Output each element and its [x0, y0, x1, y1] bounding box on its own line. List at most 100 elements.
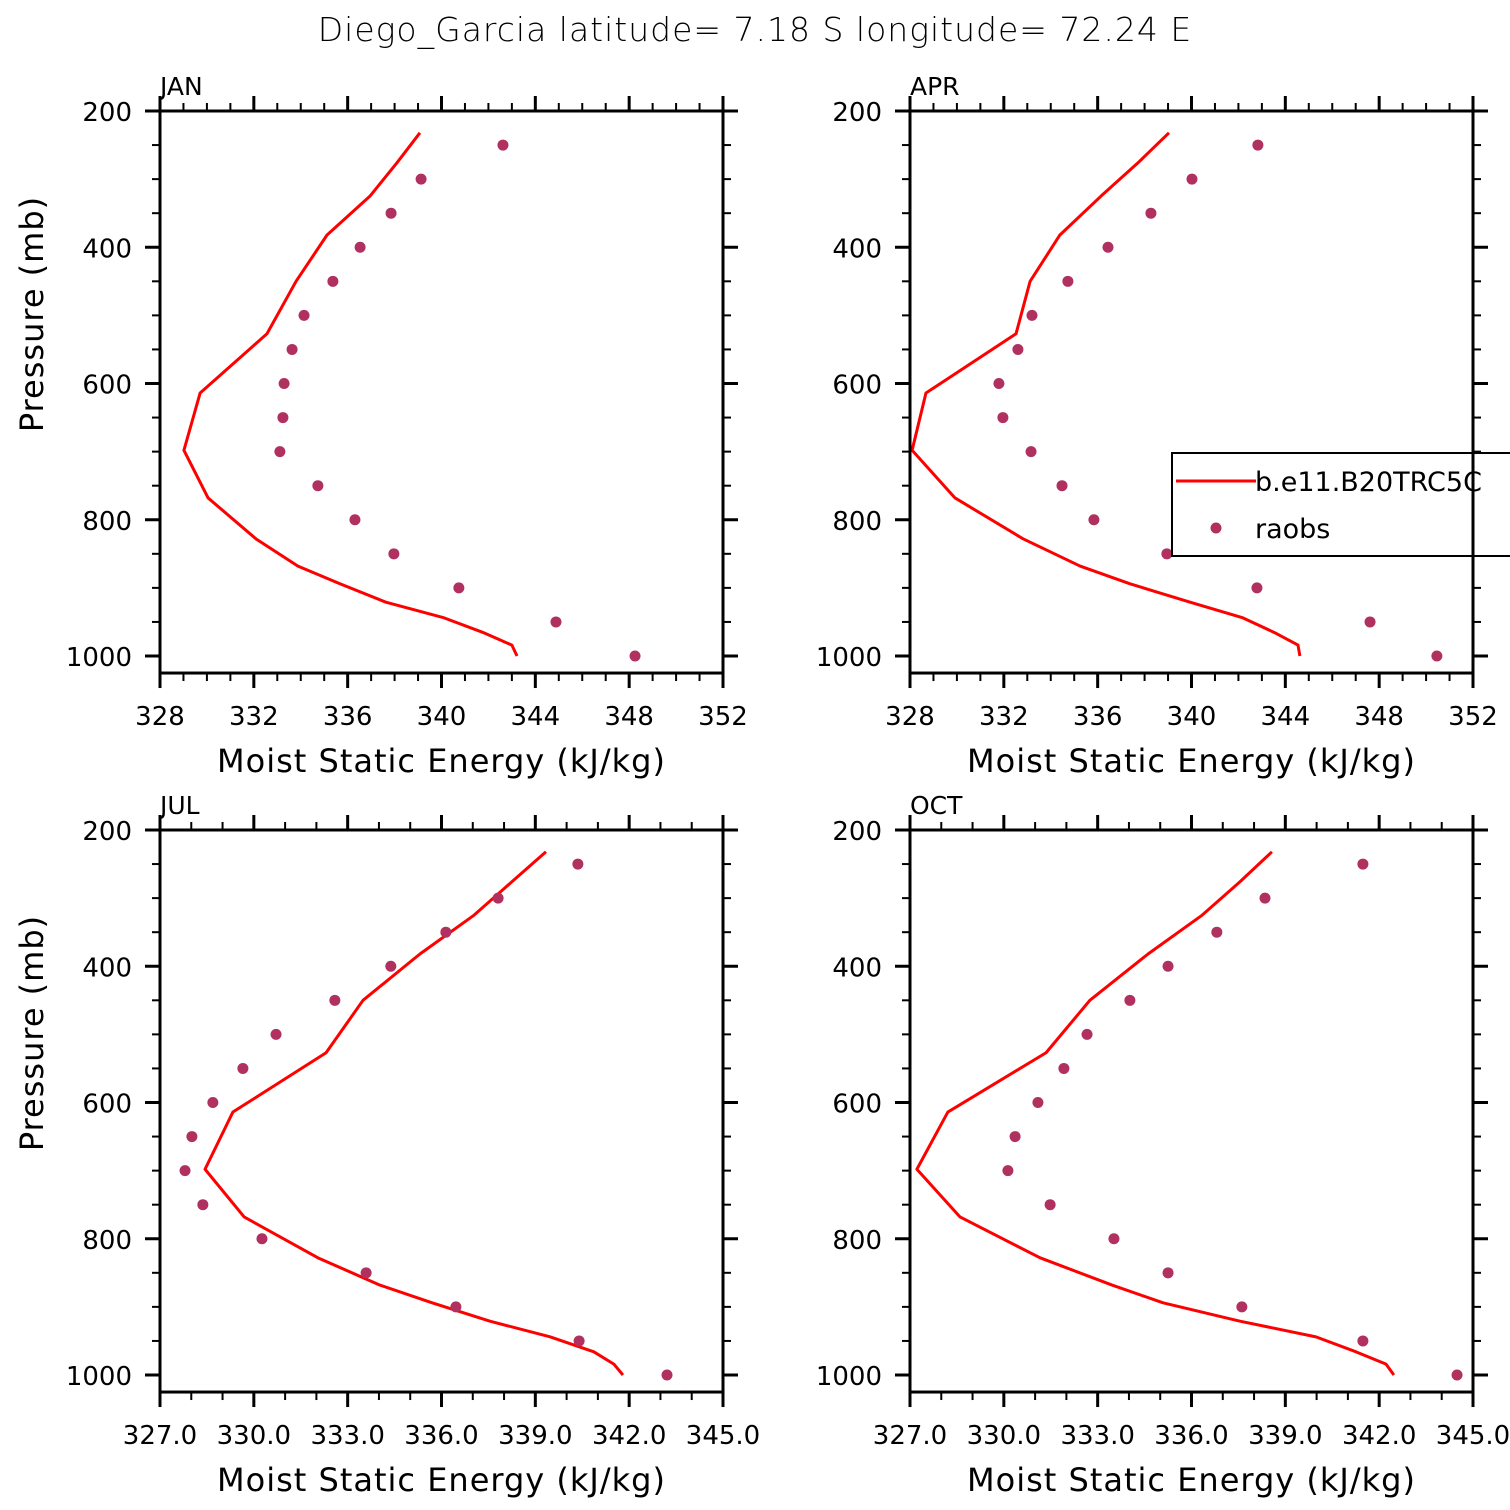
y-tick-label: 200 [832, 98, 882, 128]
x-tick-label: 344 [1261, 702, 1311, 732]
obs-point [1002, 1165, 1014, 1177]
x-tick-label: 327.0 [123, 1421, 197, 1451]
legend-label-obs: raobs [1255, 514, 1330, 545]
obs-point [550, 616, 562, 628]
obs-point [1161, 548, 1173, 560]
plot-frame [158, 828, 725, 1394]
obs-point [360, 1267, 372, 1279]
x-tick-label: 348 [604, 702, 654, 732]
obs-point [629, 650, 641, 662]
obs-point [1145, 207, 1157, 219]
y-tick-label: 600 [82, 371, 132, 401]
obs-point [1102, 241, 1114, 253]
obs-point [1252, 139, 1264, 151]
x-tick-label: 330.0 [967, 1421, 1041, 1451]
obs-point [572, 858, 584, 870]
y-tick-label: 1000 [816, 1362, 882, 1392]
y-axis-label: Pressure (mb) [13, 915, 51, 1151]
plot-frame [908, 109, 1475, 675]
obs-point [388, 548, 400, 560]
obs-point [1088, 514, 1100, 526]
model-series-line [203, 850, 625, 1376]
obs-point [385, 960, 397, 972]
obs-point [1357, 858, 1369, 870]
x-tick-label: 327.0 [873, 1421, 947, 1451]
obs-point [1259, 892, 1271, 904]
obs-point [256, 1233, 268, 1245]
x-tick-label: 340 [417, 702, 467, 732]
obs-point [1162, 960, 1174, 972]
obs-point [1056, 480, 1068, 492]
legend: b.e11.B20TRC5C raobs [1171, 111, 1510, 672]
y-tick-label: 200 [82, 817, 132, 847]
obs-point [993, 378, 1005, 389]
x-tick-label: 345.0 [686, 1421, 760, 1451]
model-series-line [182, 131, 519, 657]
obs-point [312, 480, 324, 492]
x-tick-label: 328 [135, 702, 185, 732]
obs-point [661, 1369, 673, 1381]
legend-box [1171, 452, 1510, 557]
y-tick-label: 600 [832, 371, 882, 401]
obs-point [1108, 1233, 1120, 1245]
y-tick-label: 400 [82, 953, 132, 983]
y-tick-label: 800 [82, 1226, 132, 1256]
y-tick-label: 800 [82, 507, 132, 537]
x-tick-label: 336.0 [1154, 1421, 1228, 1451]
panel-title: APR [910, 72, 960, 101]
y-axis-label: Pressure (mb) [13, 196, 51, 432]
x-tick-label: 342.0 [1342, 1421, 1416, 1451]
x-tick-label: 352 [1448, 702, 1498, 732]
panel-jul: 327.0 330.0 333.0 336.0 339.0 342.0 345.0 200 40… [13, 791, 760, 1499]
y-tick-label: 1000 [66, 643, 132, 673]
obs-point [1186, 173, 1198, 185]
obs-point [1451, 1369, 1463, 1381]
y-tick-label: 1000 [816, 643, 882, 673]
y-tick-label: 600 [832, 1090, 882, 1120]
x-axis-label: Moist Static Energy (kJ/kg) [217, 742, 666, 780]
obs-point [1044, 1199, 1056, 1211]
obs-point [1236, 1301, 1248, 1313]
x-tick-label: 332 [229, 702, 279, 732]
obs-point [1026, 309, 1038, 321]
x-axis-label: Moist Static Energy (kJ/kg) [217, 1461, 666, 1499]
obs-point [492, 892, 504, 904]
obs-point [1081, 1028, 1093, 1040]
obs-point [1009, 1131, 1021, 1143]
x-tick-label: 340 [1167, 702, 1217, 732]
obs-point [497, 139, 509, 151]
obs-point [286, 343, 298, 355]
legend-label-model: b.e11.B20TRC5C [1255, 467, 1482, 498]
y-tick-label: 600 [82, 1090, 132, 1120]
panel-title: JAN [158, 72, 203, 101]
model-series-line [915, 850, 1396, 1376]
y-tick-label: 800 [832, 1226, 882, 1256]
obs-point [1211, 926, 1223, 938]
obs-point [385, 207, 397, 219]
obs-point [440, 926, 452, 938]
obs-point [298, 309, 310, 321]
obs-point [1357, 1335, 1369, 1347]
y-tick-label: 1000 [66, 1362, 132, 1392]
obs-point [1124, 994, 1136, 1006]
x-tick-label: 348 [1354, 702, 1404, 732]
obs-point [1062, 275, 1074, 287]
panel-apr: 328 332 336 340 344 348 352 200 400 600 800 1000 APR… [816, 72, 1498, 780]
obs-point [270, 1028, 282, 1040]
obs-point [1162, 1267, 1174, 1279]
x-tick-label: 330.0 [217, 1421, 291, 1451]
plot-frame [908, 828, 1475, 1394]
figure-title: Diego_Garcia latitude= 7.18 S longitude=… [317, 10, 1193, 49]
panel-oct: 327.0 330.0 333.0 336.0 339.0 342.0 345.0 200 40… [816, 791, 1510, 1499]
x-tick-label: 344 [511, 702, 561, 732]
plot-frame [158, 109, 725, 675]
obs-point [237, 1062, 249, 1074]
obs-point [179, 1165, 191, 1177]
y-tick-label: 400 [832, 953, 882, 983]
obs-point [1251, 582, 1263, 594]
obs-point [1025, 446, 1037, 458]
obs-point [197, 1199, 209, 1211]
x-tick-label: 345.0 [1436, 1421, 1510, 1451]
obs-point [415, 173, 427, 185]
